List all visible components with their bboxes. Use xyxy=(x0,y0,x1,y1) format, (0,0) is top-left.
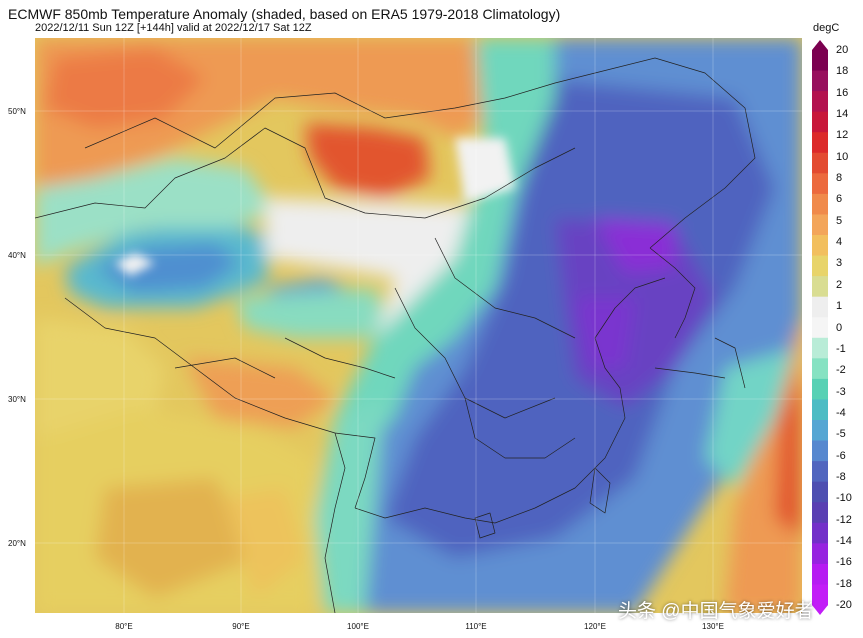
colorbar-tick-label: 12 xyxy=(836,129,849,142)
colorbar-swatch xyxy=(812,440,828,462)
map-subtitle: 2022/12/11 Sun 12Z [+144h] valid at 2022… xyxy=(35,22,312,34)
lat-label-20n: 20°N xyxy=(8,539,26,548)
colorbar-swatch xyxy=(812,420,828,442)
anomaly-map-svg xyxy=(35,38,802,613)
lon-label-100e: 100°E xyxy=(347,622,369,631)
colorbar-swatch xyxy=(812,543,828,565)
colorbar-extend-top xyxy=(812,40,828,50)
colorbar-swatch xyxy=(812,358,828,380)
colorbar-swatch xyxy=(812,111,828,133)
colorbar-tick-label: -10 xyxy=(836,492,852,505)
colorbar-tick-label: -20 xyxy=(836,599,852,611)
colorbar-tick-label: -18 xyxy=(836,577,852,590)
colorbar-swatch xyxy=(812,235,828,257)
colorbar-unit: degC xyxy=(813,22,840,34)
colorbar-tick-label: -1 xyxy=(836,342,846,355)
colorbar-swatch xyxy=(812,214,828,236)
colorbar-swatch xyxy=(812,317,828,339)
colorbar-tick-label: 2 xyxy=(836,278,843,291)
colorbar-tick-label: -3 xyxy=(836,385,846,398)
colorbar-tick-label: 10 xyxy=(836,150,849,163)
lat-label-30n: 30°N xyxy=(8,395,26,404)
colorbar-tick-label: -14 xyxy=(836,534,852,547)
colorbar-swatch xyxy=(812,193,828,215)
watermark: 头条 @中国气象爱好者 xyxy=(618,601,814,622)
colorbar-tick-label: 8 xyxy=(836,172,843,185)
colorbar-tick-label: 14 xyxy=(836,108,849,121)
colorbar-swatch xyxy=(812,91,828,113)
map-title: ECMWF 850mb Temperature Anomaly (shaded,… xyxy=(8,6,561,22)
anomaly-map xyxy=(35,38,802,613)
colorbar-swatch xyxy=(812,132,828,154)
lon-label-90e: 90°E xyxy=(232,622,250,631)
colorbar-swatch xyxy=(812,563,828,585)
colorbar xyxy=(812,40,828,615)
colorbar-tick-label: 4 xyxy=(836,236,843,249)
colorbar-tick-label: 3 xyxy=(836,257,843,270)
colorbar-swatch xyxy=(812,584,828,606)
lon-label-110e: 110°E xyxy=(465,622,487,631)
colorbar-svg xyxy=(812,40,828,615)
colorbar-tick-label: 5 xyxy=(836,214,843,227)
colorbar-tick-label: -8 xyxy=(836,470,846,483)
colorbar-tick-label: -5 xyxy=(836,428,846,441)
colorbar-swatch xyxy=(812,70,828,92)
colorbar-tick-label: 1 xyxy=(836,300,843,313)
colorbar-swatch xyxy=(812,378,828,400)
colorbar-swatch xyxy=(812,296,828,318)
lat-label-50n: 50°N xyxy=(8,107,26,116)
colorbar-tick-label: 6 xyxy=(836,193,843,206)
colorbar-swatch xyxy=(812,502,828,524)
colorbar-tick-label: -6 xyxy=(836,449,846,462)
colorbar-tick-label: 0 xyxy=(836,321,843,334)
colorbar-swatch xyxy=(812,522,828,544)
colorbar-swatch xyxy=(812,255,828,277)
lat-label-40n: 40°N xyxy=(8,251,26,260)
colorbar-swatch xyxy=(812,481,828,503)
colorbar-tick-label: -4 xyxy=(836,406,846,419)
colorbar-tick-label: 20 xyxy=(836,44,849,56)
colorbar-tick-label: 16 xyxy=(836,86,849,99)
colorbar-swatch xyxy=(812,276,828,298)
colorbar-swatch xyxy=(812,152,828,174)
colorbar-tick-label: -2 xyxy=(836,364,846,377)
colorbar-tick-label: 18 xyxy=(836,65,849,78)
lon-label-80e: 80°E xyxy=(115,622,133,631)
colorbar-swatch xyxy=(812,399,828,421)
colorbar-tick-label: -12 xyxy=(836,513,852,526)
colorbar-tick-label: -16 xyxy=(836,556,852,569)
colorbar-extend-bottom xyxy=(812,605,828,615)
colorbar-swatch xyxy=(812,461,828,483)
lon-label-120e: 120°E xyxy=(584,622,606,631)
lon-label-130e: 130°E xyxy=(702,622,724,631)
colorbar-swatch xyxy=(812,173,828,195)
colorbar-swatch xyxy=(812,337,828,359)
colorbar-swatch xyxy=(812,50,828,72)
